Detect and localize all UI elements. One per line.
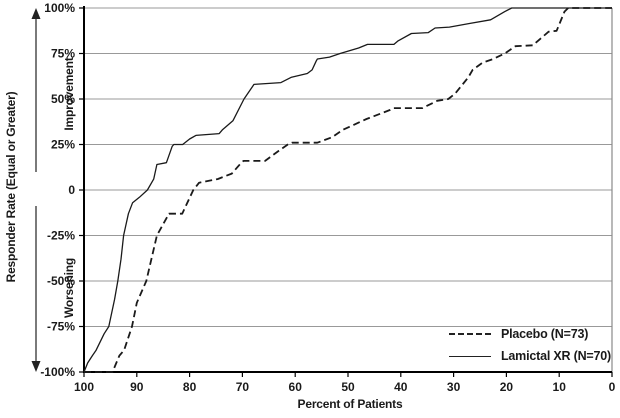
placebo-line	[84, 7, 612, 373]
y-tick-label--25: -25%	[47, 229, 75, 243]
legend-item-lamictal-xr: Lamictal XR (N=70)	[449, 345, 611, 367]
x-tick-label-10: 10	[553, 380, 567, 394]
x-tick-label-80: 80	[183, 380, 197, 394]
x-tick-label-40: 40	[394, 380, 408, 394]
y-tick-label-75: 75%	[51, 47, 75, 61]
y-tick-label-50: 50%	[51, 92, 75, 106]
x-tick-label-50: 50	[341, 380, 355, 394]
legend-label-lamictal-xr: Lamictal XR (N=70)	[501, 349, 611, 363]
improvement-arrow-head	[31, 8, 41, 19]
x-tick-label-30: 30	[447, 380, 461, 394]
lamictal-xr-line	[83, 7, 612, 373]
worsening-arrow-head	[31, 361, 41, 372]
x-tick-label-60: 60	[289, 380, 303, 394]
legend-item-placebo: Placebo (N=73)	[449, 323, 611, 345]
x-tick-label-100: 100	[74, 380, 94, 394]
y-tick-label--50: -50%	[47, 274, 75, 288]
legend-label-placebo: Placebo (N=73)	[501, 327, 589, 341]
placebo-line-sample	[449, 333, 491, 335]
x-tick-label-20: 20	[500, 380, 514, 394]
y-axis-title: Responder Rate (Equal or Greater)	[4, 91, 18, 283]
x-tick-label-70: 70	[236, 380, 250, 394]
y-tick-label-0: 0	[68, 183, 75, 197]
improvement-region-label: Improvement	[62, 57, 76, 131]
x-tick-label-90: 90	[130, 380, 144, 394]
x-axis-title: Percent of Patients	[297, 397, 403, 411]
legend: Placebo (N=73) Lamictal XR (N=70)	[449, 323, 611, 367]
x-tick-label-0: 0	[609, 380, 616, 394]
lamictal-xr-line-sample	[449, 355, 491, 357]
y-tick-label--100: -100%	[40, 365, 75, 379]
y-tick-label--75: -75%	[47, 320, 75, 334]
y-tick-label-25: 25%	[51, 138, 75, 152]
y-tick-label-100: 100%	[44, 1, 75, 15]
worsening-region-label: Worsening	[62, 258, 76, 318]
